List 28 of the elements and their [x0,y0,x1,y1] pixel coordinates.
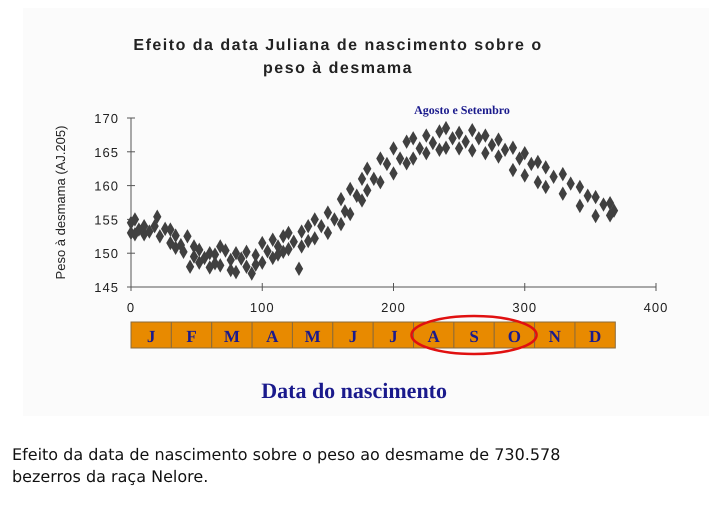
text: J [389,327,398,346]
chart-title: Efeito da data Juliana de nascimento sobre o peso à desmama [133,37,543,77]
text: M [304,327,321,346]
text: M [224,327,240,346]
text: O [508,327,522,346]
y-tick-label: 165 [94,144,119,160]
text: S [469,327,479,346]
x-tick-label: 200 [381,300,406,315]
y-tick-label: 160 [94,178,119,194]
text: Agosto e Setembro [414,103,510,117]
text: J [348,327,358,346]
text: F [186,327,197,346]
y-tick-label: 155 [94,212,119,228]
y-tick-label: 150 [94,246,119,262]
text: Efeito da data de nascimento sobre o peso ao desmame de 730.578 bezerros da raça Nelore. [12,445,560,486]
x-tick-label: 0 [126,300,136,315]
y-tick-label: 145 [94,280,119,295]
x-tick-label: 100 [250,300,275,315]
x-tick-label: 400 [644,300,668,315]
text: N [548,327,562,346]
text: A [266,327,280,346]
text: D [588,327,602,346]
y-axis-title: Peso à desmama (AJ.205) [53,126,68,280]
text: J [146,327,156,346]
x-axis-title: Data do nascimento [261,378,448,403]
y-tick-label: 170 [94,111,119,126]
x-tick-label: 300 [512,300,538,315]
text: A [428,327,441,346]
